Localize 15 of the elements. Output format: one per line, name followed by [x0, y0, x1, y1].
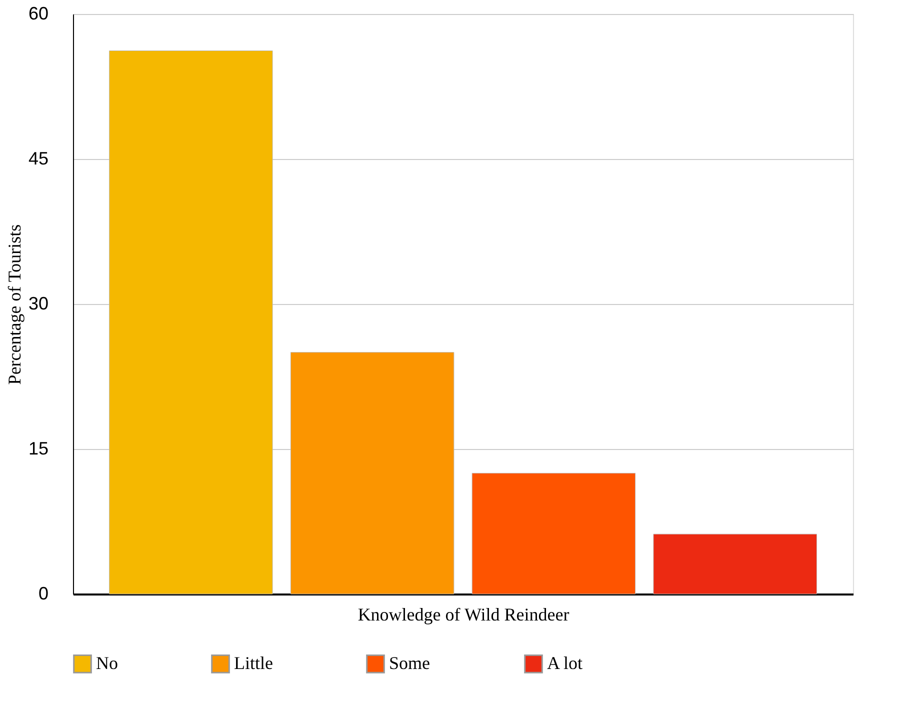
bar: [290, 352, 454, 594]
legend-label: Some: [389, 652, 430, 673]
y-tick-label: 0: [38, 584, 48, 604]
bar: [472, 472, 636, 594]
legend-label: No: [96, 652, 118, 673]
y-tick-label: 30: [28, 294, 48, 314]
y-axis-title: Percentage of Tourists: [4, 224, 24, 385]
bar: [653, 534, 817, 594]
x-axis-title: Knowledge of Wild Reindeer: [358, 604, 570, 624]
legend-label: Little: [234, 652, 273, 673]
bar: [109, 50, 273, 594]
y-tick-label: 60: [28, 4, 48, 24]
legend-label: A lot: [547, 652, 583, 673]
y-tick-label: 45: [28, 148, 48, 168]
y-tick-label: 15: [28, 438, 48, 458]
